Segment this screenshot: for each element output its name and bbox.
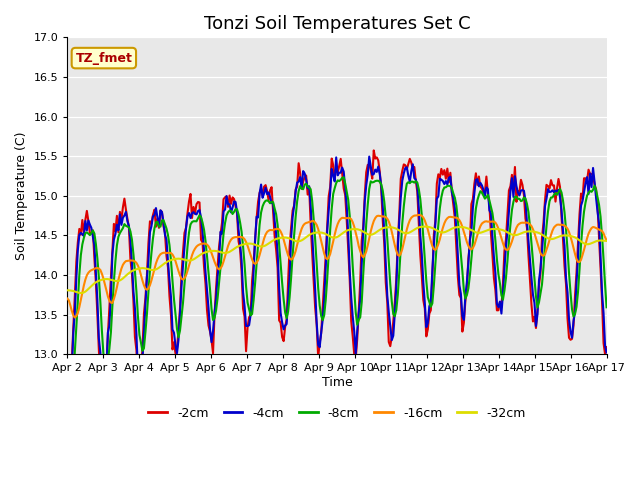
-2cm (370, 147, 378, 153)
-16cm (253, 260, 260, 266)
-4cm (365, 154, 373, 159)
-8cm (603, 304, 611, 310)
-32cm (244, 241, 252, 247)
-32cm (226, 249, 234, 255)
X-axis label: Time: Time (321, 376, 353, 389)
-2cm (603, 344, 611, 350)
Text: TZ_fmet: TZ_fmet (76, 51, 132, 65)
-4cm (63, 422, 71, 428)
-8cm (301, 182, 308, 188)
-4cm (224, 202, 232, 207)
Line: -2cm: -2cm (67, 150, 607, 423)
-32cm (63, 288, 71, 293)
-2cm (300, 179, 307, 184)
-4cm (242, 323, 250, 329)
-8cm (253, 261, 260, 267)
Line: -16cm: -16cm (67, 215, 607, 317)
-32cm (603, 238, 611, 244)
-4cm (129, 288, 137, 294)
-32cm (253, 242, 260, 248)
-32cm (77, 290, 84, 296)
Line: -4cm: -4cm (67, 156, 607, 425)
-16cm (415, 212, 422, 218)
Legend: -2cm, -4cm, -8cm, -16cm, -32cm: -2cm, -4cm, -8cm, -16cm, -32cm (143, 402, 531, 424)
-2cm (129, 298, 137, 304)
-2cm (574, 240, 582, 245)
Line: -8cm: -8cm (67, 177, 607, 390)
-4cm (603, 349, 611, 355)
Line: -32cm: -32cm (67, 227, 607, 293)
-2cm (252, 237, 259, 242)
-4cm (252, 238, 259, 243)
-16cm (71, 314, 79, 320)
-16cm (131, 259, 139, 264)
-8cm (244, 300, 252, 306)
-16cm (244, 243, 252, 249)
-16cm (63, 296, 71, 301)
Title: Tonzi Soil Temperatures Set C: Tonzi Soil Temperatures Set C (204, 15, 470, 33)
-8cm (340, 174, 348, 180)
-32cm (576, 238, 584, 243)
-2cm (63, 420, 71, 426)
Y-axis label: Soil Temperature (C): Soil Temperature (C) (15, 132, 28, 260)
-8cm (63, 381, 71, 387)
-16cm (576, 259, 584, 265)
-2cm (242, 348, 250, 354)
-8cm (226, 208, 234, 214)
-32cm (421, 224, 429, 229)
-16cm (301, 221, 308, 227)
-16cm (226, 240, 234, 245)
-4cm (574, 254, 582, 260)
-8cm (67, 387, 74, 393)
-8cm (576, 266, 584, 272)
-32cm (131, 267, 139, 273)
-2cm (224, 204, 232, 210)
-8cm (131, 268, 139, 274)
-32cm (301, 236, 308, 241)
-16cm (603, 238, 611, 243)
-4cm (300, 168, 307, 174)
